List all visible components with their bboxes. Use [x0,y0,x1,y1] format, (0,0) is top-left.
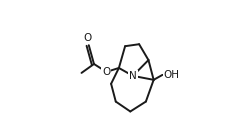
Text: O: O [102,67,111,77]
Text: O: O [83,33,92,43]
Text: N: N [129,71,137,81]
Text: OH: OH [163,70,179,80]
